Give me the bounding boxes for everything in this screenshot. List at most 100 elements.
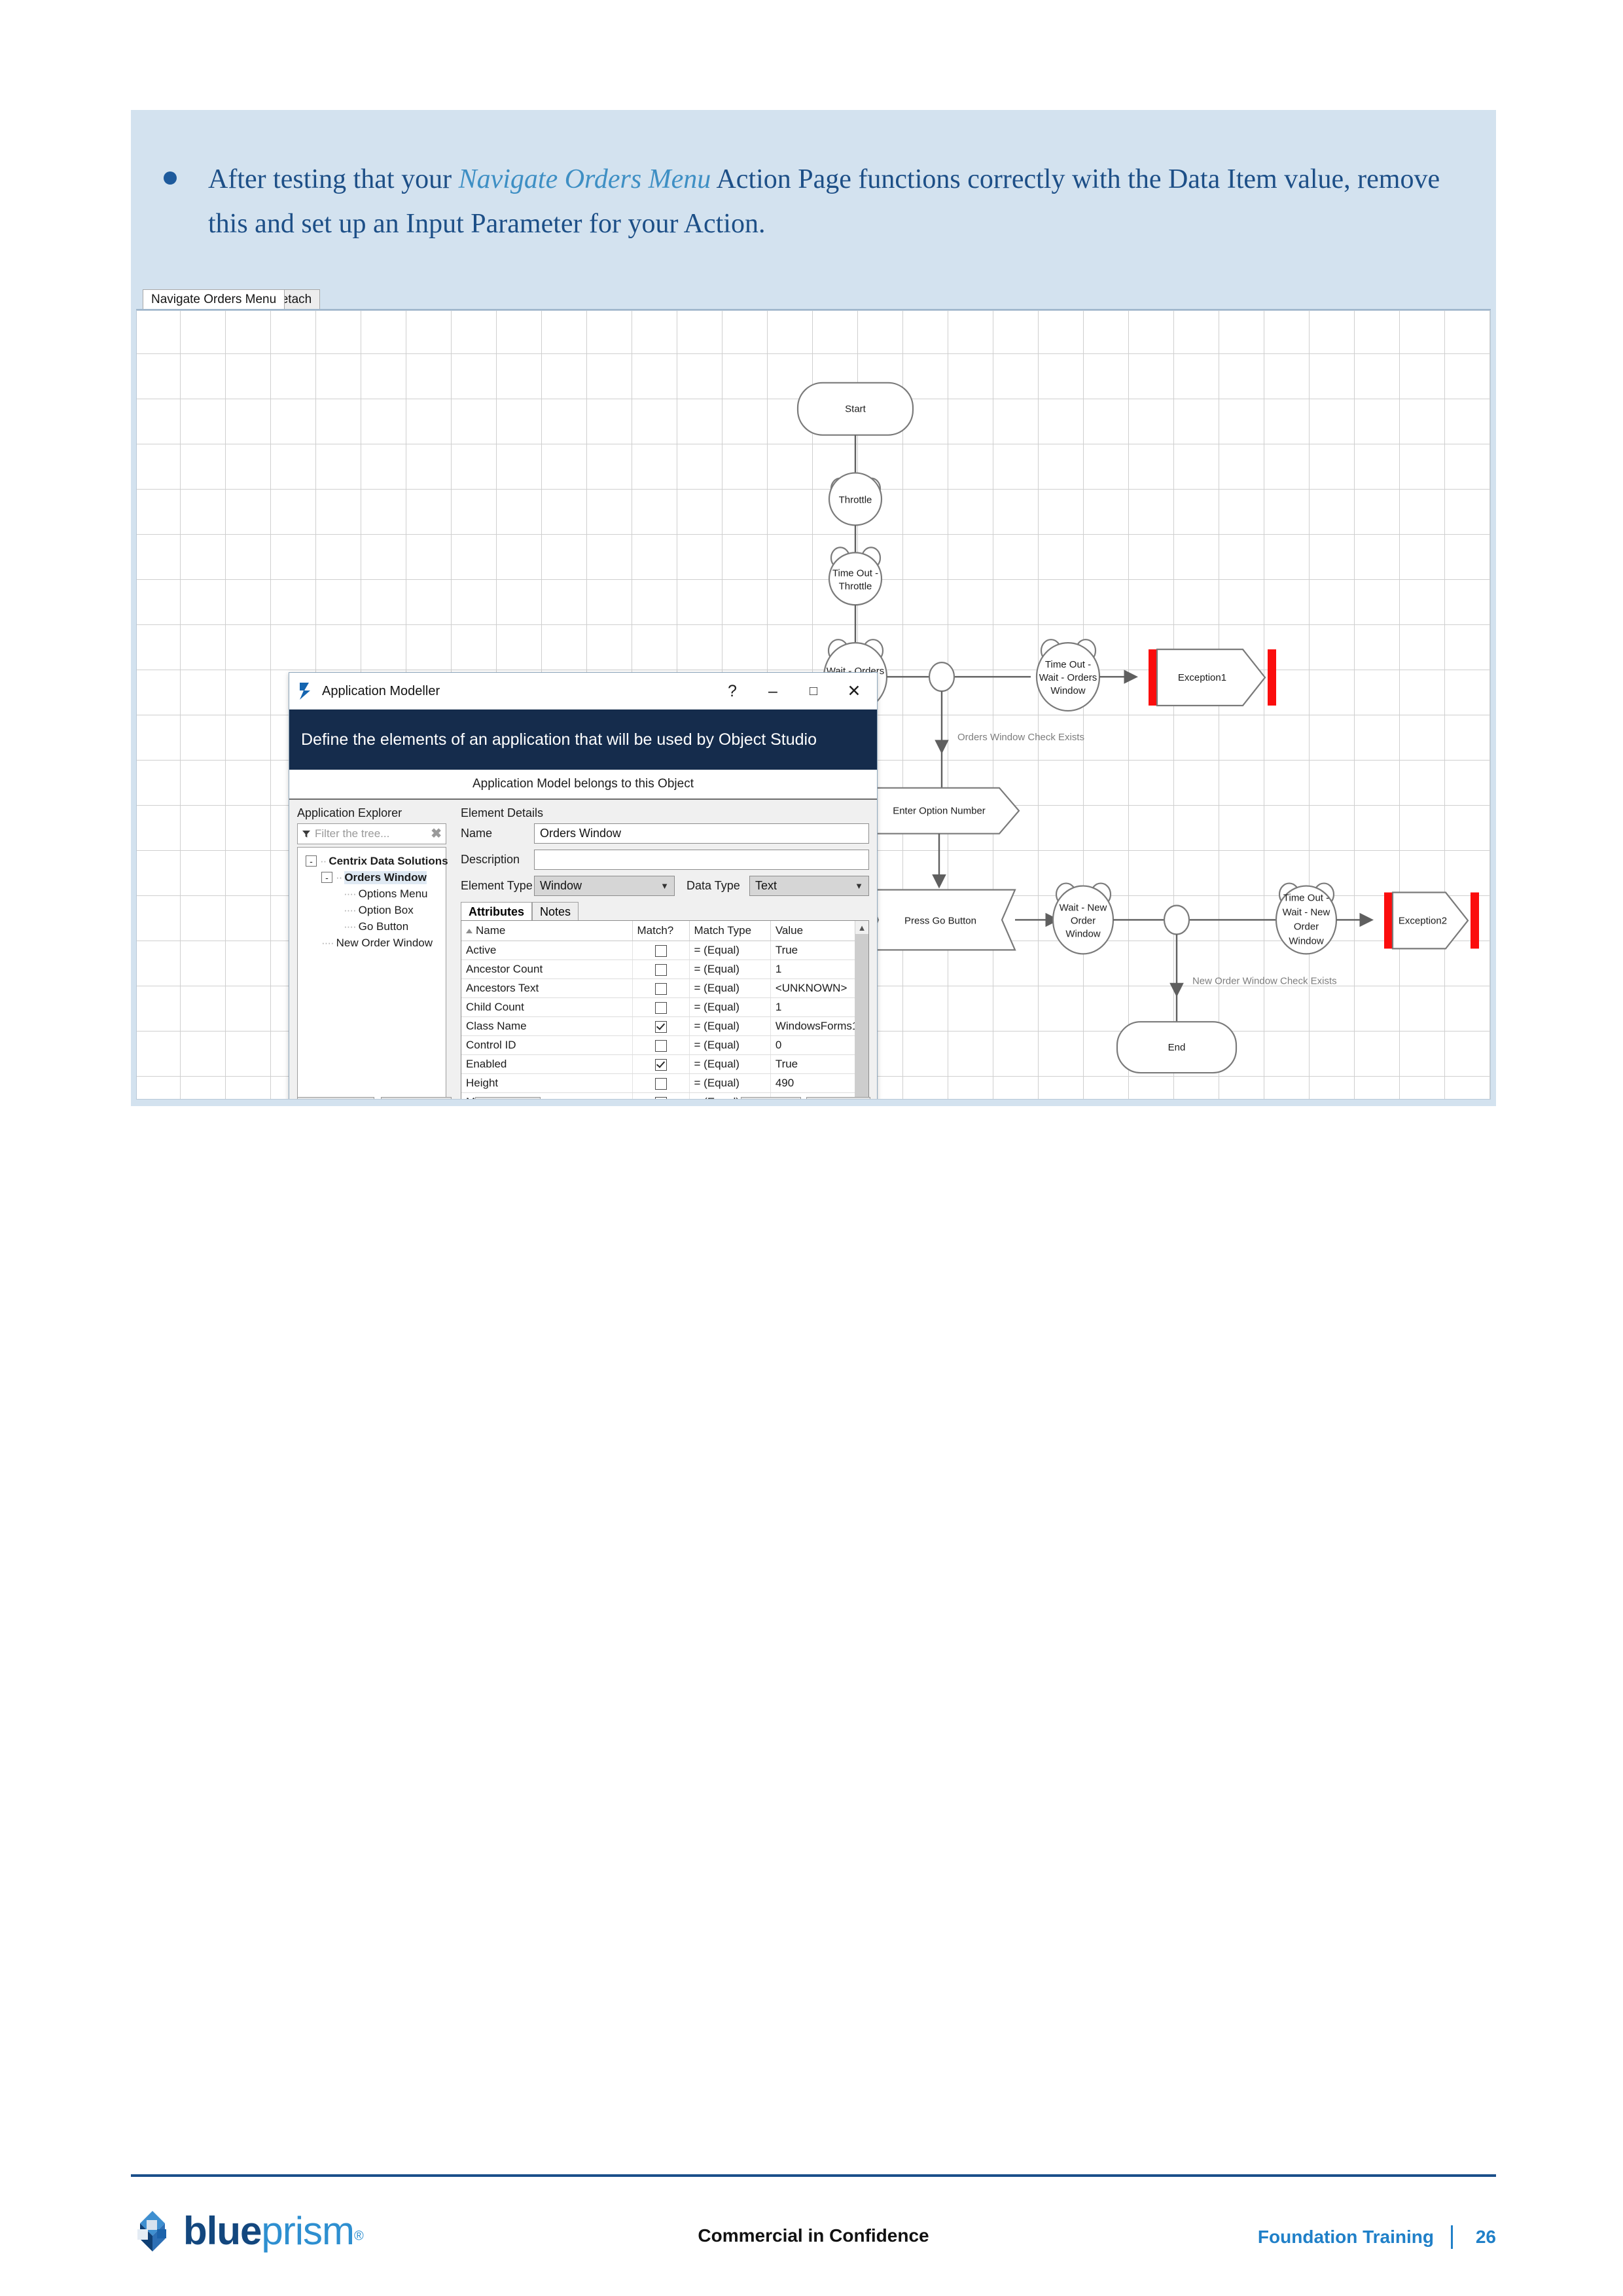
tree-node-orders-window[interactable]: - ·· Orders Window [300, 869, 443, 886]
dialog-title-bar[interactable]: Application Modeller ? – □ ✕ [289, 673, 877, 709]
scrollbar-thumb[interactable] [855, 934, 868, 1099]
registered-trademark-icon: ® [354, 2229, 364, 2244]
flow-node-start[interactable]: Start [796, 382, 914, 436]
close-button[interactable]: ✕ [847, 681, 861, 700]
checkbox-icon[interactable] [654, 963, 667, 976]
table-row[interactable]: Height = (Equal) 490 [461, 1073, 868, 1093]
attr-match[interactable] [632, 1073, 690, 1093]
tab-notes[interactable]: Notes [532, 902, 579, 920]
checkbox-icon[interactable] [654, 1039, 667, 1052]
attr-match-type: = (Equal) [689, 960, 771, 979]
data-type-select[interactable]: Text ▼ [749, 876, 869, 896]
flow-node-enter-option-number[interactable]: Enter Option Number [865, 787, 1020, 834]
column-header-name[interactable]: Name [461, 921, 633, 941]
attr-value: 1 [770, 960, 868, 979]
attr-match[interactable] [632, 978, 690, 998]
attr-match-type: = (Equal) [689, 978, 771, 998]
checkbox-icon[interactable] [654, 1077, 667, 1090]
checkbox-icon[interactable] [654, 944, 667, 957]
flow-node-exception1[interactable]: Exception1 [1149, 649, 1276, 707]
flow-anchor-orders[interactable] [928, 662, 955, 692]
table-row[interactable]: Active = (Equal) True [461, 941, 868, 960]
application-element-tree[interactable]: - ·· Centrix Data Solutions - ·· Orders … [297, 847, 448, 1099]
add-child-button[interactable]: Add Child [381, 1097, 452, 1099]
attributes-table-container[interactable]: Name Match? Match Type Value Active = (Eq… [461, 920, 869, 1099]
attr-match-type: = (Equal) [689, 997, 771, 1017]
footer-divider [131, 2174, 1496, 2177]
clear-filter-icon[interactable]: ✖ [431, 827, 442, 841]
flow-node-end[interactable]: End [1116, 1021, 1238, 1074]
tree-node-option-box[interactable]: ···· Option Box [300, 902, 443, 918]
name-input[interactable]: Orders Window [534, 823, 869, 844]
table-row[interactable]: Control ID = (Equal) 0 [461, 1035, 868, 1055]
tree-node-go-button[interactable]: ···· Go Button [300, 918, 443, 935]
minimize-button[interactable]: – [768, 681, 777, 700]
attr-match[interactable] [632, 1035, 690, 1055]
chevron-down-icon: ▼ [855, 881, 863, 891]
tab-navigate-orders-menu[interactable]: Navigate Orders Menu [143, 289, 285, 309]
process-flow-canvas[interactable]: Start Throttle Time Out - Throttle [136, 310, 1491, 1100]
scroll-up-icon[interactable]: ▲ [857, 922, 866, 933]
table-row[interactable]: Enabled = (Equal) True [461, 1054, 868, 1074]
column-header-match[interactable]: Match? [632, 921, 690, 941]
checkbox-icon[interactable] [654, 1020, 667, 1033]
checkbox-icon[interactable] [654, 1001, 667, 1014]
footer-right-info: Foundation Training 26 [1258, 2225, 1496, 2249]
attr-match[interactable] [632, 1054, 690, 1074]
maximize-button[interactable]: □ [809, 684, 818, 698]
attr-match[interactable] [632, 960, 690, 979]
help-button[interactable]: ? [728, 681, 737, 700]
filter-tree-input[interactable]: Filter the tree... ✖ [297, 823, 446, 844]
sort-ascending-icon [466, 929, 473, 934]
flow-node-start-label: Start [845, 404, 866, 415]
table-row[interactable]: Child Count = (Equal) 1 [461, 997, 868, 1017]
flow-node-time-out-throttle[interactable]: Time Out - Throttle [828, 547, 883, 606]
tree-connector: ···· [321, 936, 334, 949]
attr-match[interactable] [632, 1016, 690, 1036]
description-input[interactable] [534, 850, 869, 870]
flow-node-wait-new-order-window[interactable]: Wait - New Order Window [1052, 882, 1115, 955]
flow-node-wait-new-label-2: Order [1071, 915, 1096, 926]
checkbox-icon[interactable] [654, 1058, 667, 1071]
flow-node-time-out-wait-orders-window[interactable]: Time Out - Wait - Orders Window [1035, 639, 1101, 712]
blueprism-logo: blueprism® [131, 2208, 364, 2253]
tree-toggle-icon[interactable]: - [321, 872, 332, 883]
tree-node-options-menu[interactable]: ···· Options Menu [300, 886, 443, 902]
add-element-button[interactable]: Add Element [297, 1097, 374, 1099]
table-row[interactable]: Class Name = (Equal) WindowsForms10... [461, 1016, 868, 1036]
tree-toggle-icon[interactable]: - [306, 855, 317, 867]
flow-node-time-out-wait-new-order-window[interactable]: Time Out - Wait - New Order Window [1275, 882, 1338, 955]
element-type-select[interactable]: Window ▼ [534, 876, 675, 896]
checkbox-icon[interactable] [654, 982, 667, 995]
table-row[interactable]: Ancestor Count = (Equal) 1 [461, 960, 868, 979]
tab-attributes[interactable]: Attributes [461, 902, 532, 920]
column-header-match-type[interactable]: Match Type [689, 921, 771, 941]
attr-match[interactable] [632, 941, 690, 960]
table-row[interactable]: Ancestors Text = (Equal) <UNKNOWN> [461, 978, 868, 998]
attr-match[interactable] [632, 1092, 690, 1099]
tree-node-label: Option Box [358, 903, 414, 916]
instruction-text: After testing that your Navigate Orders … [208, 157, 1466, 246]
attr-match-type: = (Equal) [689, 941, 771, 960]
attributes-vertical-scrollbar[interactable]: ▲ ▼ [855, 921, 868, 1099]
dialog-title: Application Modeller [322, 683, 440, 698]
flow-node-enter-option-label: Enter Option Number [893, 806, 986, 817]
instruction-prefix: After testing that your [208, 164, 459, 194]
identify-dropdown-button[interactable]: Identify ▼ [806, 1097, 870, 1099]
dialog-banner: Define the elements of an application th… [289, 709, 877, 770]
column-header-value[interactable]: Value [770, 921, 868, 941]
flow-node-press-go-button[interactable]: Press Go Button [864, 889, 1016, 951]
flow-diagram: Start Throttle Time Out - Throttle [796, 382, 1479, 1074]
flow-node-throttle[interactable]: Throttle [828, 472, 883, 526]
flow-node-exception2[interactable]: Exception2 [1384, 891, 1479, 950]
flow-node-wait-new-label-1: Wait - New [1060, 902, 1107, 913]
flow-anchor-new-order[interactable] [1163, 905, 1190, 935]
checkbox-icon[interactable] [654, 1096, 667, 1099]
flow-node-to-wait-orders-label-3: Window [1050, 685, 1085, 696]
tree-node-new-order-window[interactable]: ···· New Order Window [300, 935, 443, 951]
tree-node-centrix-data-solutions[interactable]: - ·· Centrix Data Solutions [300, 853, 448, 869]
attr-match[interactable] [632, 997, 690, 1017]
clear-button[interactable]: Clear [475, 1097, 541, 1099]
attr-name: Ancestors Text [461, 978, 633, 998]
highlight-button[interactable]: Highlight [741, 1097, 801, 1099]
